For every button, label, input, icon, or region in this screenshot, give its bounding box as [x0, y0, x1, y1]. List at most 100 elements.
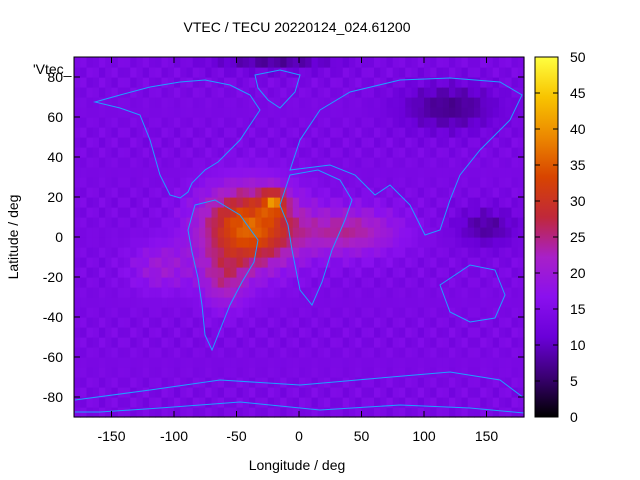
heatmap-cell — [349, 117, 356, 128]
heatmap-cell — [217, 57, 225, 68]
heatmap-cell — [511, 137, 519, 148]
heatmap-cell — [280, 197, 288, 208]
heatmap-cell — [280, 307, 288, 318]
heatmap-cell — [86, 127, 94, 138]
heatmap-cell — [505, 67, 513, 78]
heatmap-cell — [124, 87, 131, 98]
heatmap-cell — [274, 357, 281, 368]
heatmap-cell — [267, 147, 275, 158]
heatmap-cell — [155, 167, 163, 178]
heatmap-cell — [517, 257, 525, 268]
heatmap-cell — [267, 117, 275, 128]
heatmap-cell — [467, 397, 475, 408]
heatmap-cell — [280, 357, 288, 368]
heatmap-cell — [361, 257, 369, 268]
heatmap-cell — [192, 77, 200, 88]
heatmap-cell — [380, 197, 388, 208]
heatmap-cell — [392, 337, 400, 348]
heatmap-cell — [174, 67, 181, 78]
heatmap-cell — [136, 307, 144, 318]
heatmap-cell — [274, 367, 281, 378]
heatmap-cell — [230, 217, 238, 228]
heatmap-cell — [436, 247, 444, 258]
heatmap-cell — [324, 207, 331, 218]
heatmap-cell — [461, 77, 469, 88]
heatmap-cell — [305, 407, 313, 418]
heatmap-cell — [167, 347, 175, 358]
heatmap-cell — [355, 357, 363, 368]
heatmap-cell — [155, 377, 163, 388]
heatmap-cell — [199, 367, 206, 378]
heatmap-cell — [142, 117, 150, 128]
heatmap-cell — [186, 337, 194, 348]
heatmap-cell — [399, 297, 406, 308]
heatmap-cell — [517, 107, 525, 118]
heatmap-cell — [199, 177, 206, 188]
heatmap-cell — [99, 387, 106, 398]
heatmap-cell — [355, 287, 363, 298]
heatmap-cell — [117, 157, 125, 168]
heatmap-cell — [255, 117, 263, 128]
heatmap-cell — [361, 207, 369, 218]
heatmap-cell — [99, 77, 106, 88]
heatmap-cell — [199, 397, 206, 408]
heatmap-cell — [499, 217, 506, 228]
heatmap-cell — [242, 407, 250, 418]
heatmap-cell — [417, 347, 425, 358]
heatmap-cell — [217, 387, 225, 398]
heatmap-cell — [305, 217, 313, 228]
heatmap-cell — [511, 127, 519, 138]
heatmap-cell — [517, 367, 525, 378]
heatmap-cell — [124, 367, 131, 378]
heatmap-cell — [305, 77, 313, 88]
heatmap-cell — [311, 217, 319, 228]
heatmap-cell — [136, 257, 144, 268]
colorbar-tick-label: 25 — [570, 229, 586, 245]
heatmap-cell — [80, 127, 88, 138]
heatmap-cell — [117, 247, 125, 258]
heatmap-cell — [455, 257, 463, 268]
heatmap-cell — [249, 247, 256, 258]
heatmap-cell — [155, 107, 163, 118]
heatmap-cell — [205, 317, 213, 328]
heatmap-cell — [361, 117, 369, 128]
heatmap-cell — [142, 167, 150, 178]
heatmap-cell — [180, 157, 188, 168]
heatmap-cell — [461, 277, 469, 288]
heatmap-cell — [224, 177, 231, 188]
heatmap-cell — [517, 217, 525, 228]
heatmap-cell — [355, 177, 363, 188]
heatmap-cell — [149, 197, 156, 208]
heatmap-cell — [105, 357, 113, 368]
heatmap-cell — [367, 197, 375, 208]
heatmap-cell — [280, 267, 288, 278]
heatmap-cell — [105, 387, 113, 398]
heatmap-cell — [361, 157, 369, 168]
heatmap-cell — [436, 357, 444, 368]
heatmap-cell — [80, 357, 88, 368]
heatmap-cell — [230, 347, 238, 358]
heatmap-cell — [86, 177, 94, 188]
heatmap-cell — [124, 57, 131, 68]
heatmap-cell — [186, 317, 194, 328]
heatmap-cell — [117, 77, 125, 88]
heatmap-cell — [467, 147, 475, 158]
heatmap-cell — [74, 357, 81, 368]
heatmap-cell — [430, 207, 438, 218]
heatmap-cell — [142, 87, 150, 98]
heatmap-cell — [174, 217, 181, 228]
heatmap-cell — [167, 267, 175, 278]
heatmap-cell — [205, 137, 213, 148]
heatmap-cell — [274, 227, 281, 238]
heatmap-cell — [124, 317, 131, 328]
heatmap-cell — [149, 207, 156, 218]
heatmap-cell — [74, 77, 81, 88]
heatmap-cell — [111, 217, 119, 228]
heatmap-cell — [99, 277, 106, 288]
heatmap-cell — [449, 267, 456, 278]
y-tick-label: -60 — [43, 349, 63, 365]
heatmap-cell — [499, 137, 506, 148]
heatmap-cell — [124, 287, 131, 298]
heatmap-cell — [305, 387, 313, 398]
heatmap-cell — [424, 177, 431, 188]
